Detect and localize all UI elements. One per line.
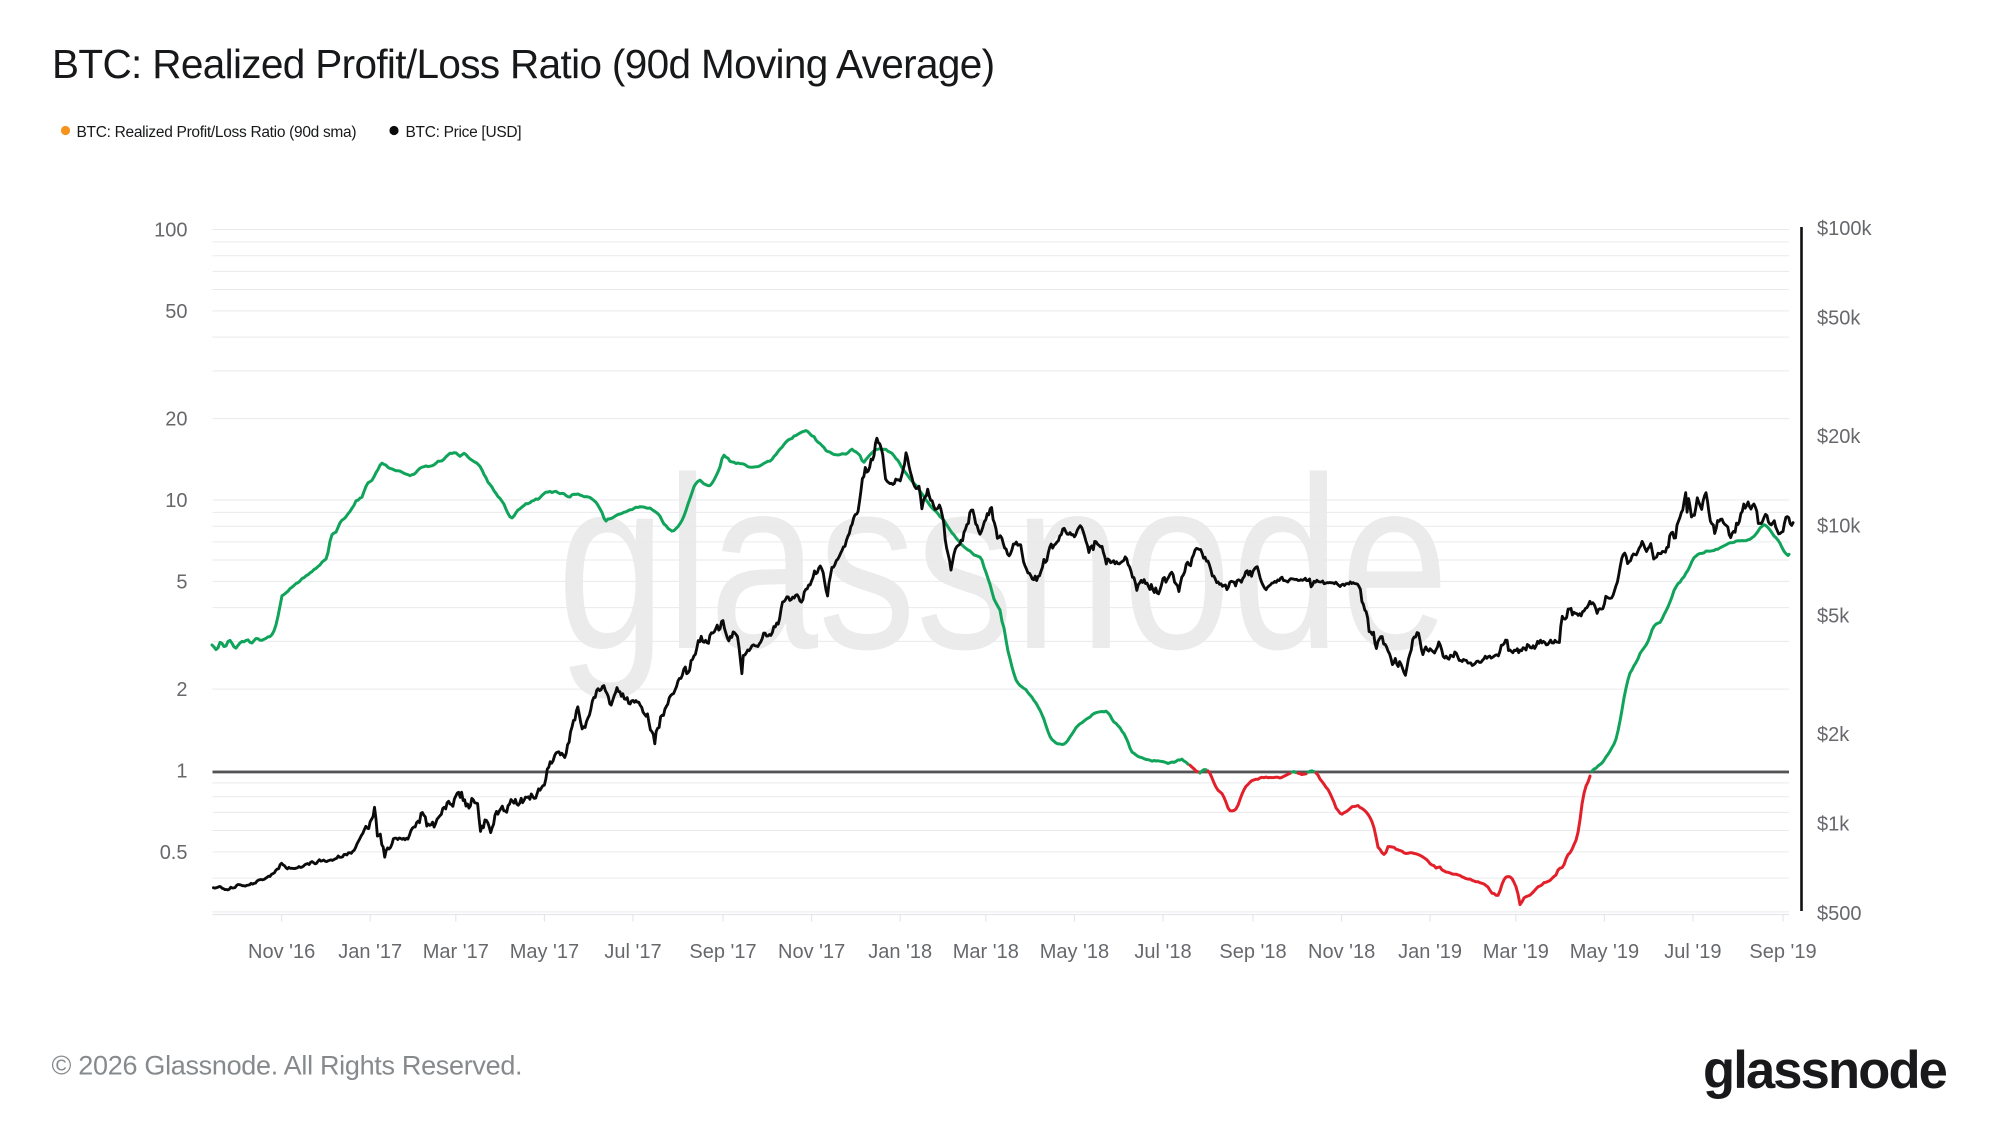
svg-text:May '17: May '17 (510, 941, 579, 963)
svg-text:10: 10 (165, 490, 187, 512)
svg-text:May '19: May '19 (1570, 941, 1639, 963)
svg-text:Sep '18: Sep '18 (1219, 941, 1286, 963)
svg-text:100: 100 (154, 220, 187, 242)
svg-text:Jan '19: Jan '19 (1398, 941, 1462, 963)
svg-text:Mar '18: Mar '18 (953, 941, 1019, 963)
svg-text:Sep '19: Sep '19 (1749, 941, 1816, 963)
svg-text:$50k: $50k (1817, 308, 1861, 330)
svg-text:20: 20 (165, 409, 187, 431)
svg-text:$20k: $20k (1817, 426, 1861, 448)
svg-text:Jan '17: Jan '17 (338, 941, 402, 963)
svg-text:BTC: Realized Profit/Loss Rati: BTC: Realized Profit/Loss Ratio (90d Mov… (52, 41, 994, 87)
svg-text:$500: $500 (1817, 903, 1862, 925)
svg-text:5: 5 (176, 571, 187, 593)
svg-text:$2k: $2k (1817, 724, 1850, 746)
svg-text:Jul '17: Jul '17 (604, 941, 661, 963)
svg-text:$1k: $1k (1817, 813, 1850, 835)
svg-text:1: 1 (176, 761, 187, 783)
svg-text:BTC: Realized Profit/Loss Rati: BTC: Realized Profit/Loss Ratio (90d sma… (77, 124, 357, 141)
svg-text:Jan '18: Jan '18 (868, 941, 932, 963)
svg-text:$5k: $5k (1817, 605, 1850, 627)
svg-text:2: 2 (176, 679, 187, 701)
svg-text:$100k: $100k (1817, 218, 1872, 240)
svg-text:Jul '18: Jul '18 (1134, 941, 1191, 963)
svg-text:Nov '16: Nov '16 (248, 941, 315, 963)
svg-text:50: 50 (165, 301, 187, 323)
svg-text:© 2026 Glassnode. All Rights R: © 2026 Glassnode. All Rights Reserved. (52, 1051, 523, 1081)
svg-text:$10k: $10k (1817, 516, 1861, 538)
svg-text:Nov '18: Nov '18 (1308, 941, 1375, 963)
svg-text:Mar '17: Mar '17 (423, 941, 489, 963)
svg-text:glassnode: glassnode (557, 426, 1449, 700)
svg-text:Sep '17: Sep '17 (689, 941, 756, 963)
svg-text:May '18: May '18 (1040, 941, 1109, 963)
svg-text:Nov '17: Nov '17 (778, 941, 845, 963)
svg-text:Jul '19: Jul '19 (1664, 941, 1721, 963)
svg-text:glassnode: glassnode (1703, 1041, 1947, 1100)
svg-text:BTC: Price [USD]: BTC: Price [USD] (406, 124, 522, 141)
svg-text:Mar '19: Mar '19 (1483, 941, 1549, 963)
svg-text:0.5: 0.5 (160, 842, 188, 864)
